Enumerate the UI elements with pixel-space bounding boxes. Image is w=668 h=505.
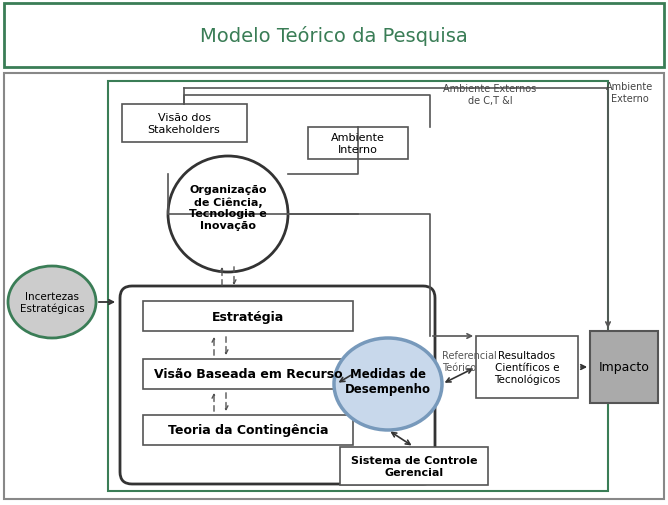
Text: Modelo Teórico da Pesquisa: Modelo Teórico da Pesquisa (200, 26, 468, 46)
Text: Visão Baseada em Recurso: Visão Baseada em Recurso (154, 368, 342, 381)
FancyBboxPatch shape (120, 286, 435, 484)
Bar (143, 415, 353, 445)
Text: Ambiente
Externo: Ambiente Externo (607, 82, 653, 104)
Text: Sistema de Controle
Gerencial: Sistema de Controle Gerencial (351, 456, 477, 477)
Bar (340, 447, 488, 485)
Text: Organização
de Ciência,
Tecnologia e
Inovação: Organização de Ciência, Tecnologia e Ino… (189, 185, 267, 230)
Text: Impacto: Impacto (599, 361, 649, 374)
Bar (4, 4, 664, 68)
Bar (590, 331, 658, 403)
Text: Ambiente
Interno: Ambiente Interno (331, 133, 385, 155)
Ellipse shape (168, 157, 288, 273)
Bar (476, 336, 578, 398)
Text: Estratégia: Estratégia (212, 310, 284, 323)
Bar (122, 105, 247, 143)
Bar (4, 74, 664, 499)
Bar (143, 301, 353, 331)
Text: Resultados
Científicos e
Tecnológicos: Resultados Científicos e Tecnológicos (494, 350, 560, 384)
Text: Medidas de
Desempenho: Medidas de Desempenho (345, 367, 431, 395)
Ellipse shape (334, 338, 442, 430)
Text: Visão dos
Stakeholders: Visão dos Stakeholders (148, 113, 220, 134)
Text: Teoria da Contingência: Teoria da Contingência (168, 424, 328, 437)
Bar (108, 82, 608, 491)
Text: Ambiente Externos
de C,T &I: Ambiente Externos de C,T &I (444, 84, 536, 106)
Ellipse shape (8, 267, 96, 338)
Text: Referencial
Teórico: Referencial Teórico (442, 350, 497, 372)
Bar (143, 359, 353, 389)
Bar (308, 128, 408, 160)
Text: Incertezas
Estratégicas: Incertezas Estratégicas (19, 291, 84, 314)
